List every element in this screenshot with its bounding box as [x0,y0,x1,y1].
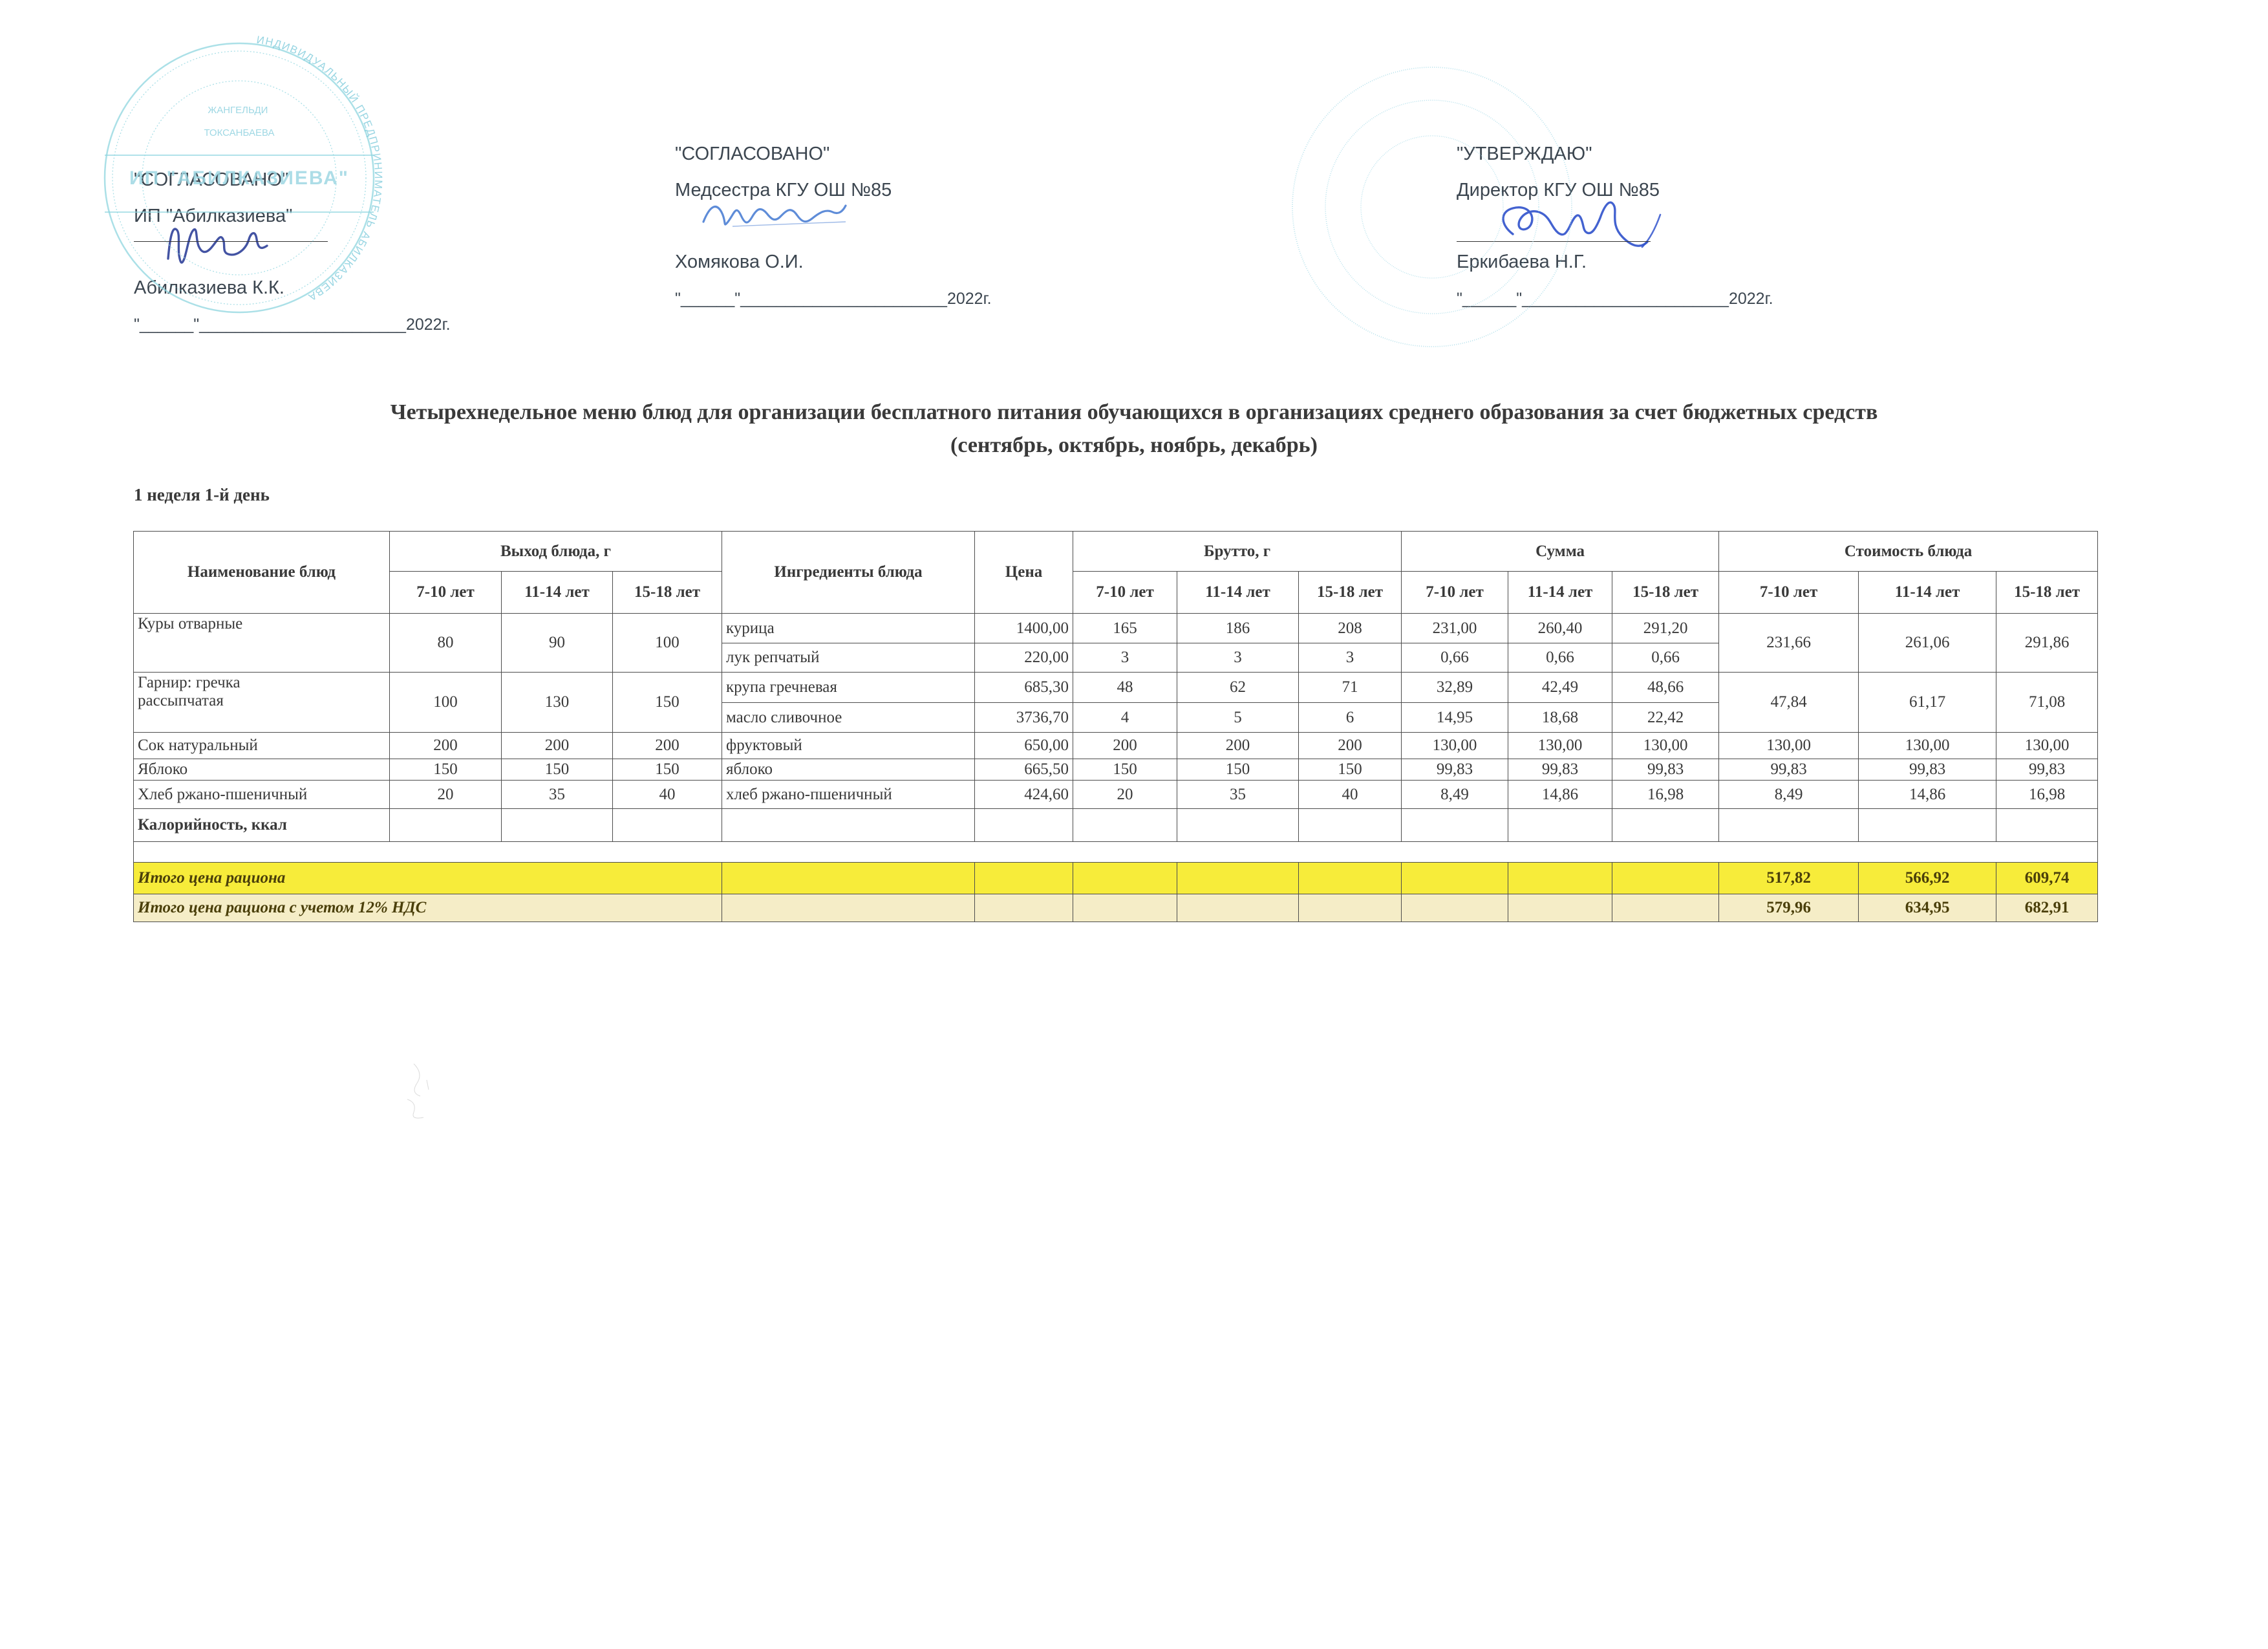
svg-text:ЖАНГЕЛЬДИ ТОКСАНБАЕВА: ЖАНГЕЛЬДИ ТОКСАНБАЕВА [204,105,274,138]
svg-text:ИП "АБИЛКАЗИЕВА": ИП "АБИЛКАЗИЕВА" [129,167,349,189]
